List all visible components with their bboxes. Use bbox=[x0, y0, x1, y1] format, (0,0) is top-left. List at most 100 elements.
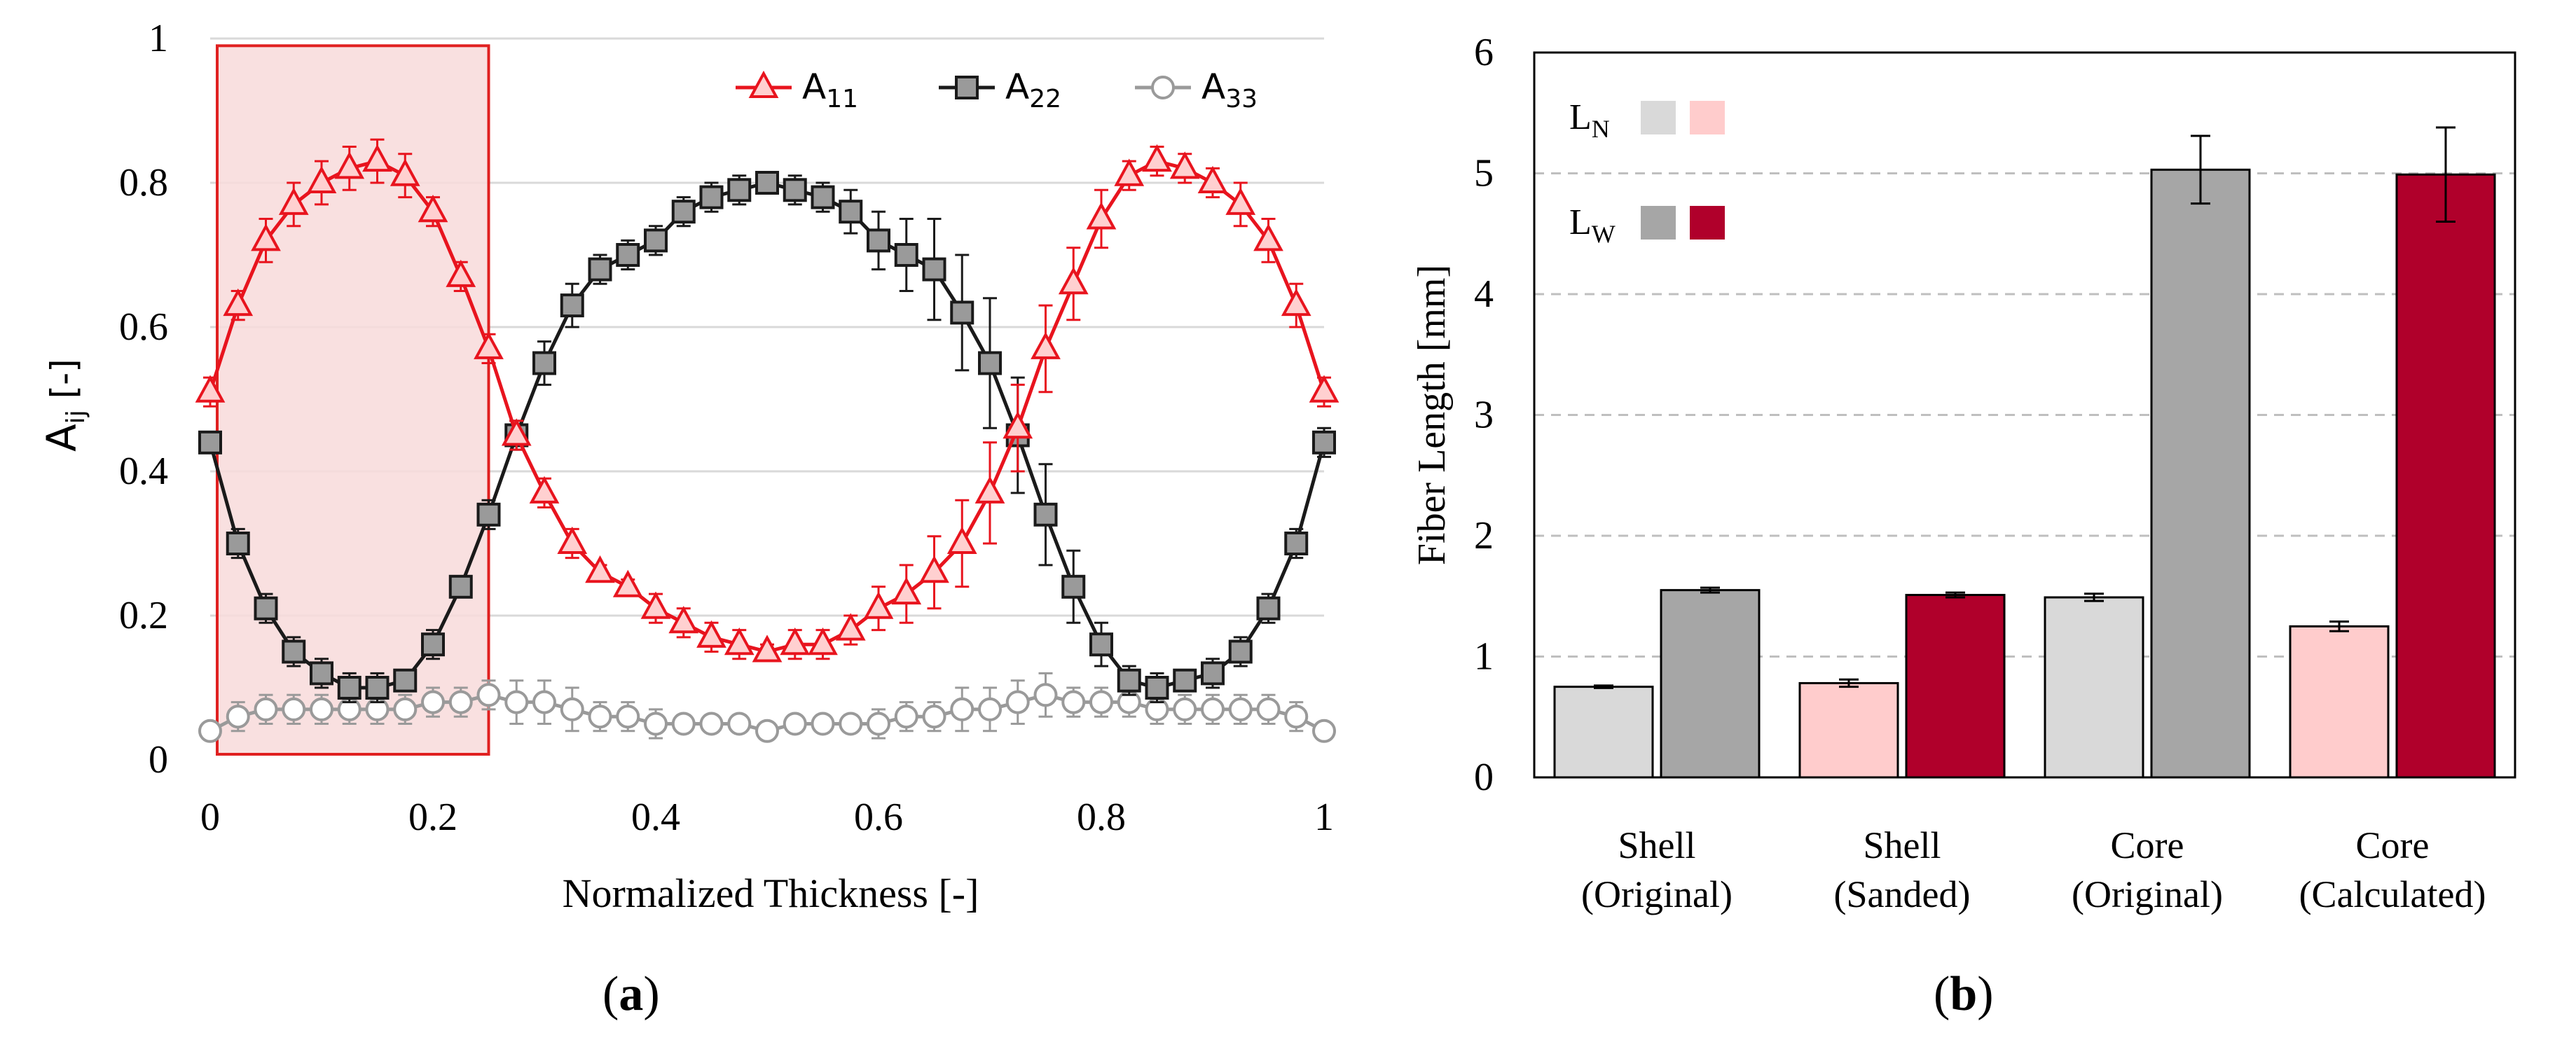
series-A22 bbox=[198, 171, 1336, 704]
ytick-label-a-2: 0.4 bbox=[119, 450, 168, 493]
point-33-0 bbox=[198, 719, 222, 743]
point-11-17 bbox=[668, 606, 699, 634]
point-22-40 bbox=[1312, 430, 1336, 455]
point-11-10 bbox=[474, 331, 504, 359]
legend-marker-33 bbox=[1151, 76, 1175, 99]
point-11-39 bbox=[1281, 288, 1311, 317]
bar-L_W-0 bbox=[1660, 589, 1761, 779]
point-22-27 bbox=[950, 300, 974, 325]
point-33-37 bbox=[1228, 697, 1253, 721]
panel-label-b: (b) bbox=[1934, 967, 1994, 1021]
point-33-39 bbox=[1284, 705, 1309, 729]
point-22-1 bbox=[226, 532, 250, 555]
legend-label-33-main: A bbox=[1201, 67, 1225, 107]
point-33-1 bbox=[226, 705, 250, 729]
point-33-29 bbox=[1005, 690, 1030, 714]
point-11-9 bbox=[446, 259, 476, 287]
point-22-14 bbox=[588, 257, 612, 282]
series-A11 bbox=[195, 138, 1339, 663]
point-33-20 bbox=[755, 719, 779, 743]
point-33-30 bbox=[1033, 683, 1058, 707]
point-33-15 bbox=[616, 705, 640, 729]
point-22-36 bbox=[1201, 661, 1225, 686]
bar-L_W-3 bbox=[2395, 173, 2496, 779]
category-label-2-line1: Core bbox=[2111, 824, 2184, 866]
point-33-40 bbox=[1312, 719, 1336, 743]
chart-b: 0 1 2 3 4 5 6 Fiber Length [mm] Shell (Original) S… bbox=[1410, 31, 2516, 915]
bar-L_N-3 bbox=[2289, 625, 2390, 779]
x-axis-title-a: Normalized Thickness [-] bbox=[563, 871, 979, 916]
point-11-1 bbox=[223, 288, 254, 317]
point-33-16 bbox=[644, 712, 668, 736]
bar-L_W-2 bbox=[2150, 168, 2251, 779]
point-33-13 bbox=[560, 697, 584, 721]
legend-marker-11 bbox=[748, 70, 779, 98]
point-11-12 bbox=[529, 476, 560, 504]
ytick-label-b-4: 4 bbox=[1474, 272, 1494, 316]
legend-label-33: A33 bbox=[1201, 67, 1258, 113]
point-22-22 bbox=[811, 185, 835, 209]
point-22-23 bbox=[839, 200, 863, 224]
bar-L_N-2 bbox=[2044, 596, 2144, 779]
point-22-10 bbox=[476, 502, 501, 527]
point-22-15 bbox=[616, 243, 640, 267]
category-label-3-line1: Core bbox=[2356, 824, 2430, 866]
xtick-label-a-2: 0.4 bbox=[631, 796, 680, 839]
legend-label-W: LW bbox=[1569, 202, 1616, 248]
point-33-2 bbox=[254, 697, 278, 721]
point-22-30 bbox=[1033, 502, 1058, 527]
point-11-16 bbox=[640, 591, 671, 619]
point-22-7 bbox=[393, 668, 418, 693]
legend-a: A11 A22 A33 bbox=[736, 67, 1258, 113]
legend-label-33-sub: 33 bbox=[1225, 85, 1258, 113]
bar-L_W-1 bbox=[1905, 594, 2006, 779]
point-22-19 bbox=[727, 178, 752, 202]
point-22-3 bbox=[282, 639, 306, 664]
ytick-label-b-1: 1 bbox=[1474, 635, 1494, 679]
legend-label-11: A11 bbox=[802, 67, 858, 113]
legend-label-11-main: A bbox=[802, 67, 826, 107]
panel-label-a: (a) bbox=[602, 967, 660, 1021]
legend-marker-22 bbox=[955, 76, 979, 99]
legend-label-W-main: L bbox=[1569, 202, 1592, 242]
point-11-26 bbox=[919, 555, 949, 583]
point-22-32 bbox=[1089, 632, 1113, 657]
point-22-28 bbox=[978, 351, 1002, 375]
bar-L_N-1 bbox=[1798, 681, 1899, 779]
legend-swatch-N-1 bbox=[1690, 101, 1725, 134]
point-22-12 bbox=[532, 351, 556, 375]
ytick-label-a-5: 1 bbox=[149, 17, 168, 60]
point-33-32 bbox=[1089, 690, 1113, 714]
highlight-region bbox=[216, 44, 490, 756]
point-11-38 bbox=[1253, 223, 1283, 251]
point-33-18 bbox=[699, 712, 724, 736]
point-22-24 bbox=[867, 228, 890, 253]
point-33-22 bbox=[811, 712, 835, 736]
point-11-0 bbox=[195, 375, 226, 403]
category-label-0-line1: Shell bbox=[1618, 824, 1695, 866]
point-11-27 bbox=[946, 526, 977, 554]
legend-swatch-W-0 bbox=[1641, 206, 1676, 240]
xtick-label-a-1: 0.2 bbox=[408, 796, 457, 839]
point-22-2 bbox=[254, 596, 278, 620]
point-33-38 bbox=[1256, 697, 1281, 721]
legend-label-22-main: A bbox=[1005, 67, 1029, 107]
legend-label-22-sub: 22 bbox=[1029, 85, 1061, 113]
point-22-4 bbox=[310, 661, 333, 686]
point-11-18 bbox=[696, 620, 726, 648]
point-33-23 bbox=[839, 712, 863, 736]
point-33-25 bbox=[894, 705, 918, 729]
point-33-17 bbox=[671, 712, 696, 736]
ytick-label-b-0: 0 bbox=[1474, 756, 1494, 799]
point-11-5 bbox=[334, 151, 365, 179]
point-33-27 bbox=[950, 697, 974, 721]
point-33-36 bbox=[1201, 697, 1225, 721]
ytick-label-b-2: 2 bbox=[1474, 514, 1494, 557]
category-label-3-line2: (Calculated) bbox=[2299, 873, 2486, 915]
point-33-26 bbox=[922, 705, 946, 729]
point-11-35 bbox=[1169, 151, 1200, 179]
point-33-19 bbox=[727, 712, 752, 736]
point-22-16 bbox=[644, 228, 668, 253]
point-11-34 bbox=[1142, 144, 1172, 172]
